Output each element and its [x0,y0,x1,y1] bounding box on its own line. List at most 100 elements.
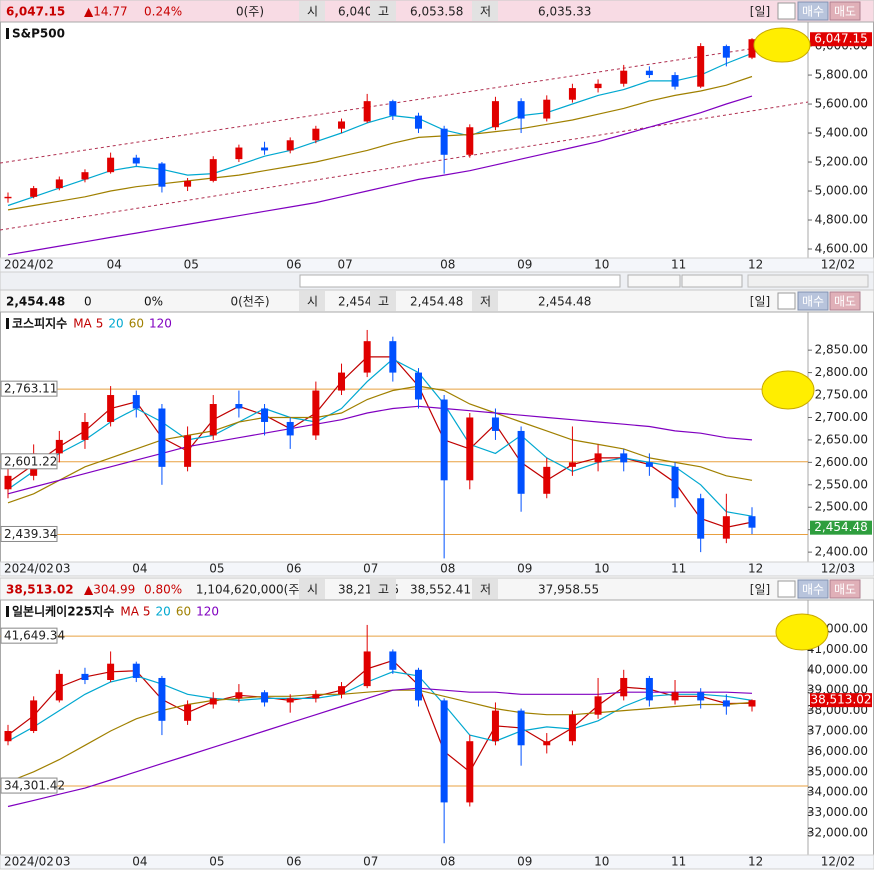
period-button[interactable]: [일] [750,5,770,19]
buy-label: 매수 [802,5,824,19]
ma-line [7,385,753,504]
candle-body [184,435,192,467]
scrollbar [0,271,874,291]
x-tick-label: 07 [338,258,353,272]
candle-body [338,686,346,695]
legend-entry: 60 [129,317,144,331]
x-tick-label: 03 [55,855,70,869]
candle-body [517,710,525,746]
candle-body [363,341,371,373]
reference-label-box [0,380,58,397]
sell-button[interactable] [829,291,861,311]
last-price-label: 2,454.48 [814,520,867,534]
y-tick-label: 40,000.00 [807,662,868,676]
date-row [0,854,874,870]
scroll-buttons[interactable] [627,274,681,288]
settings-button[interactable] [777,2,796,20]
x-tick-label: 05 [209,562,224,576]
y-tick-label: 2,700.00 [815,410,868,424]
title-marker [6,28,9,39]
sell-label: 매도 [834,295,856,309]
sell-button[interactable] [829,579,861,599]
ma-line [7,687,753,808]
settings-button[interactable] [777,292,796,310]
candle-body [132,395,140,409]
candle-body [30,188,38,197]
candle-body [4,196,12,199]
legend-entry: 5 [143,605,151,619]
candle-body [466,417,474,481]
candle-body [107,395,115,422]
zoom-tools[interactable] [747,274,869,288]
x-tick-label: 09 [517,258,532,272]
y-tick-label: 2,600.00 [815,455,868,469]
header-label-cell [472,579,498,599]
y-tick-label: 2,800.00 [815,365,868,379]
header-label-cell [299,1,325,21]
y-tick-label: 2,500.00 [815,500,868,514]
candle-body [132,157,140,164]
header-field: 시 [307,295,318,309]
sell-label: 매도 [834,583,856,597]
header-label-cell [370,1,396,21]
candle-body [414,372,422,400]
candle-body [389,341,397,373]
header-field: 0.24% [144,5,182,19]
header-label-cell [299,579,325,599]
zoom-slider[interactable] [681,274,743,288]
reference-label-box [0,627,58,644]
y-tick-label: 2,400.00 [815,545,868,559]
plot-area [0,599,809,856]
candle-body [81,172,89,180]
candle-body [697,692,705,701]
header-label-cell [472,1,498,21]
x-tick-label: 11 [671,258,686,272]
end-date: 12/03 [821,562,856,576]
candle-body [312,694,320,699]
x-tick-label: 12 [748,562,763,576]
plot [0,329,808,559]
header-label-cell [370,291,396,311]
header-field: 0(주) [236,5,264,19]
y-tick-label: 37,000.00 [807,724,868,738]
candle-body [440,700,448,803]
highlight [775,613,829,651]
candle-body [645,462,653,467]
ma-label: MA [120,605,139,619]
period-button[interactable]: [일] [750,583,770,597]
buy-button[interactable] [797,579,829,599]
header-field: 38,552.41 [410,583,471,597]
period-button[interactable]: [일] [750,295,770,309]
ma-line [7,358,753,517]
ma-label: MA [73,317,92,331]
highlight [761,370,815,410]
highlight [753,27,811,63]
x-tick-label: 10 [594,258,609,272]
x-tick-label: 11 [671,562,686,576]
candle-body [697,498,705,539]
header-field: 저 [480,295,491,309]
sell-button[interactable] [829,1,861,21]
legend-entry: 120 [149,317,172,331]
x-tick-label: 06 [286,855,301,869]
candle-body [363,651,371,687]
candle-body [671,692,679,701]
buy-button[interactable] [797,291,829,311]
y-tick-label: 41,000.00 [807,642,868,656]
overlay [753,27,829,651]
candle-body [568,88,576,100]
header-field: 1,104,620,000(주) [196,583,304,597]
candle-body [338,121,346,129]
x-tick-label: 10 [594,562,609,576]
buy-button[interactable] [797,1,829,21]
buy-label: 매수 [802,583,824,597]
title-marker [6,606,9,617]
y-tick-label: 4,600.00 [815,242,868,256]
reference-label-box [0,453,58,470]
candle-body [261,408,269,422]
header-field: 2,454.48 [410,295,463,309]
settings-button[interactable] [777,580,796,598]
candle-body [671,466,679,499]
scroll-track[interactable] [299,274,621,288]
